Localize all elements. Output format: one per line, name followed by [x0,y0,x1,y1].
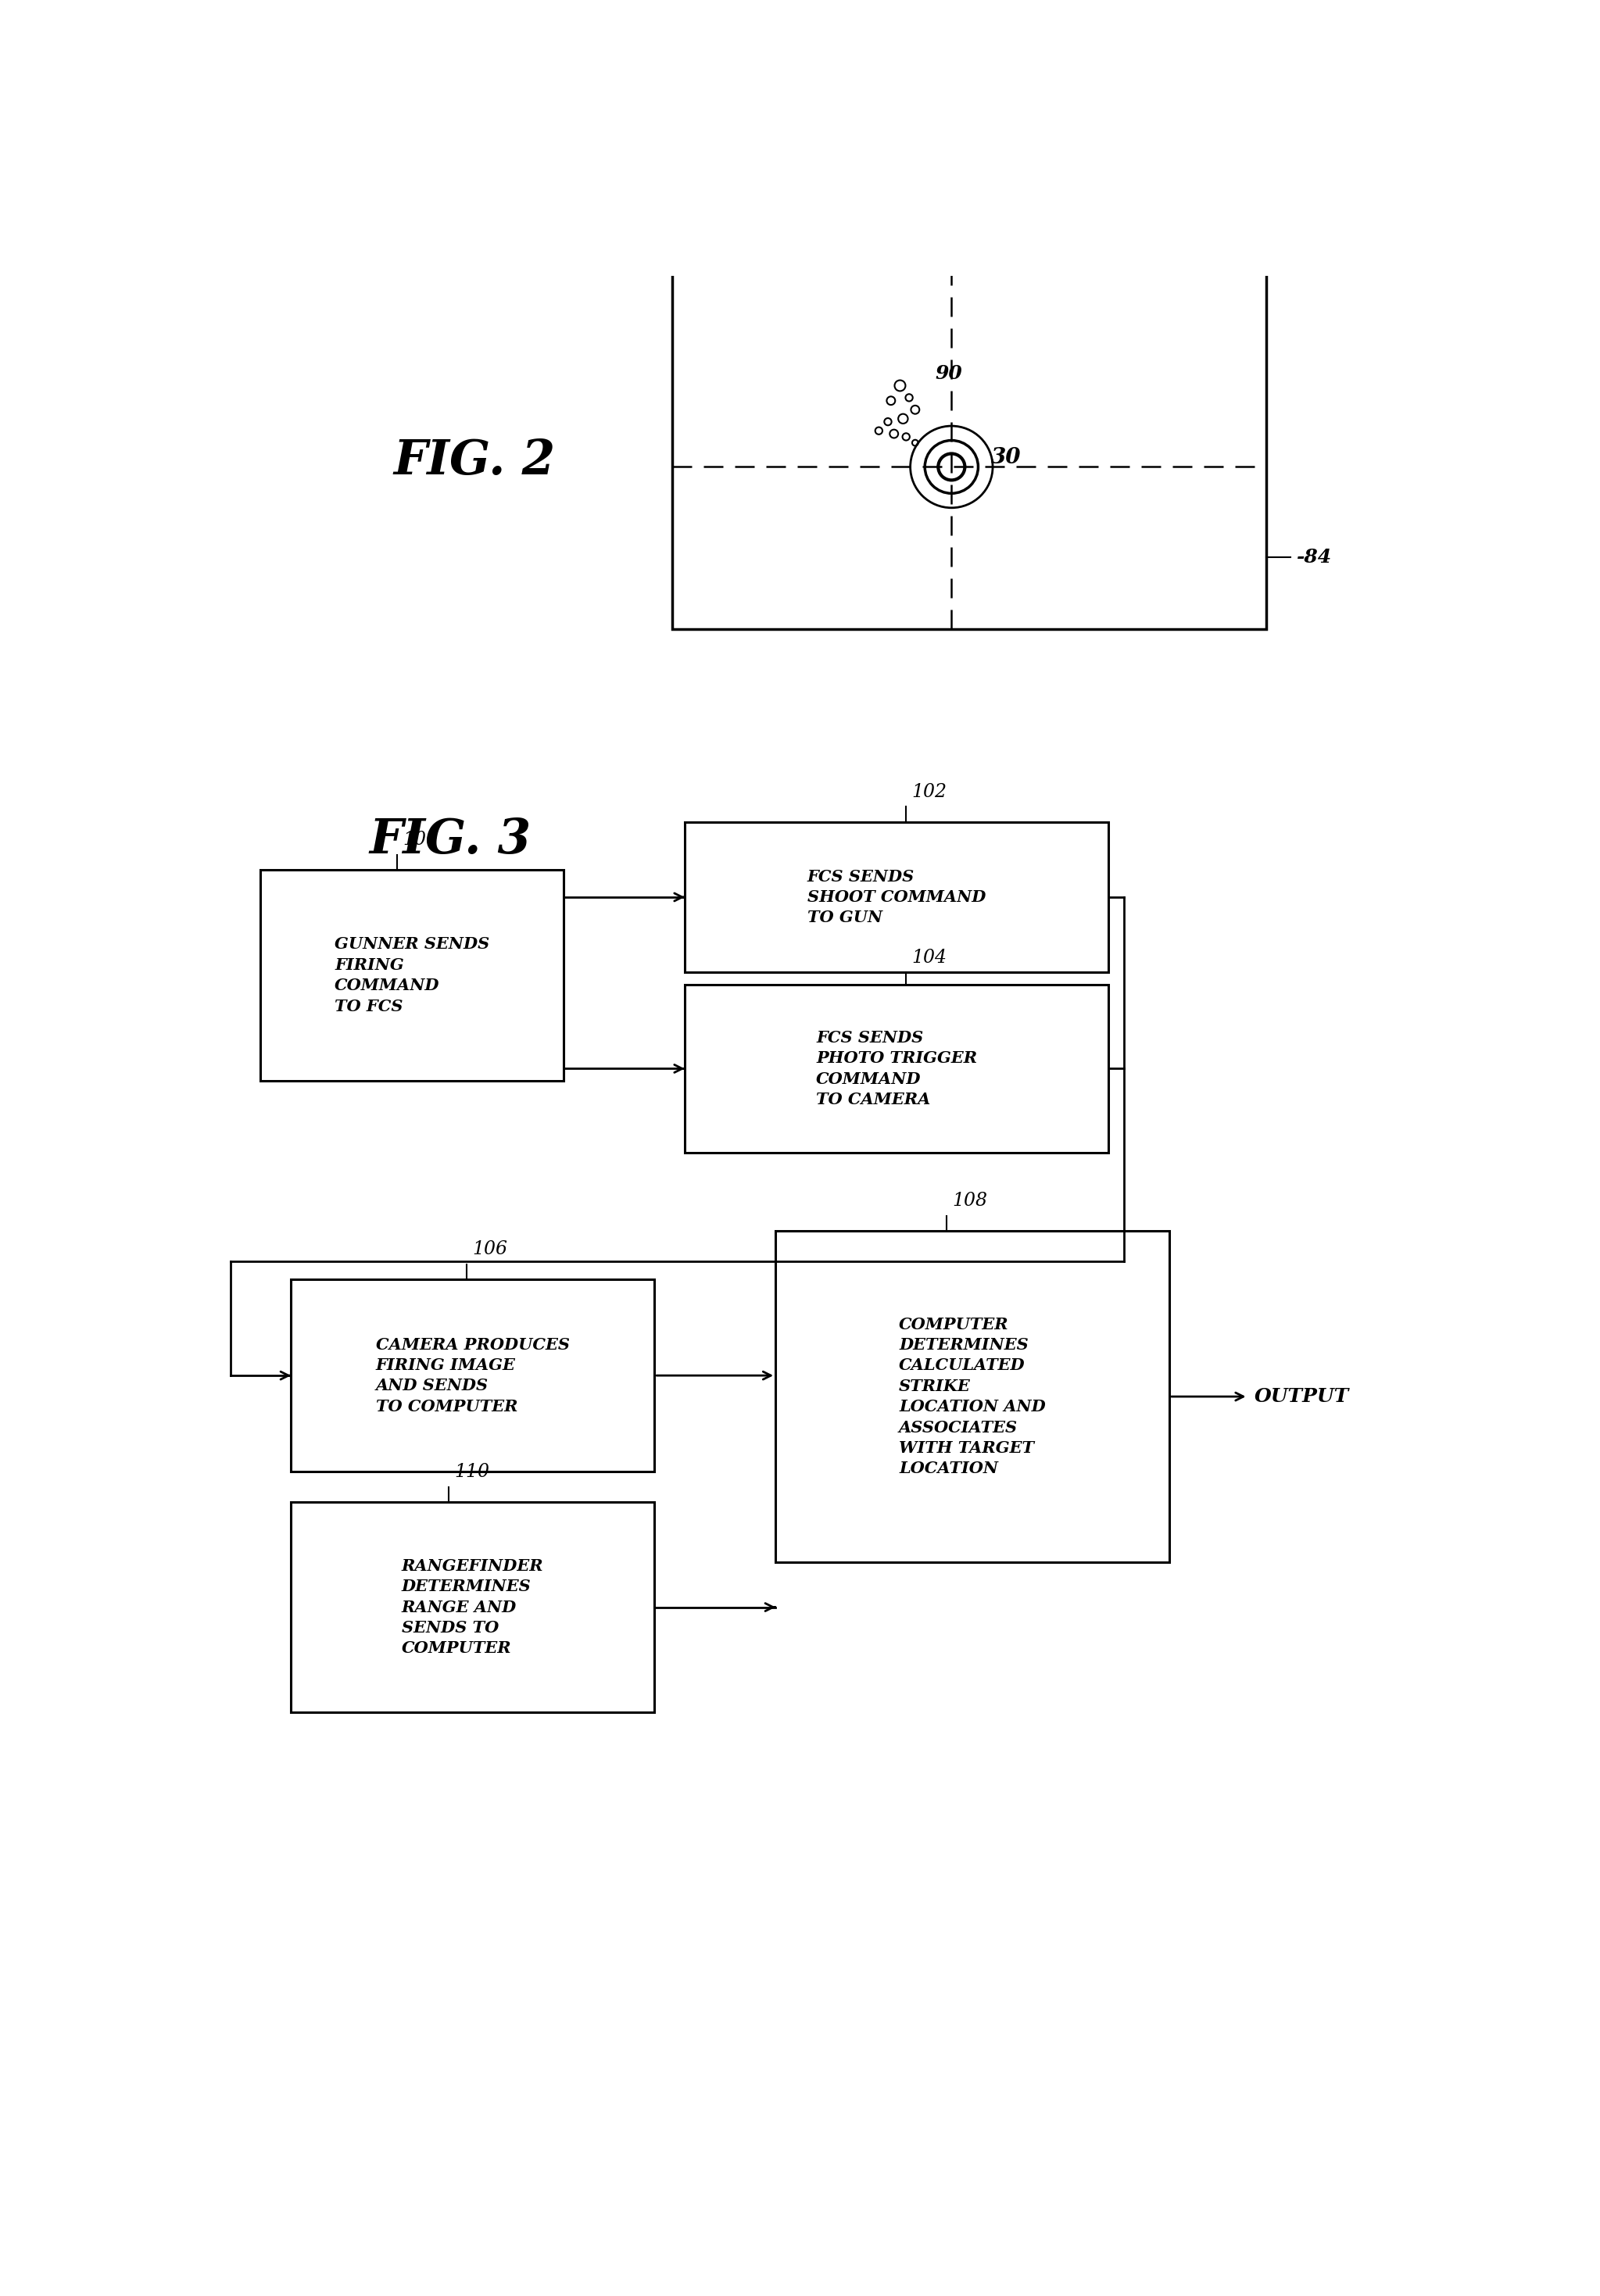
Text: FCS SENDS
SHOOT COMMAND
TO GUN: FCS SENDS SHOOT COMMAND TO GUN [808,868,986,925]
Text: 106: 106 [472,1240,507,1258]
FancyBboxPatch shape [685,822,1109,971]
Text: 100: 100 [403,831,438,850]
FancyBboxPatch shape [261,870,563,1081]
Text: 102: 102 [912,783,947,801]
Text: 108: 108 [952,1192,987,1210]
Text: CAMERA PRODUCES
FIRING IMAGE
AND SENDS
TO COMPUTER: CAMERA PRODUCES FIRING IMAGE AND SENDS T… [376,1336,570,1414]
FancyBboxPatch shape [672,269,1266,629]
Text: 110: 110 [454,1463,490,1481]
Text: GUNNER SENDS
FIRING
COMMAND
TO FCS: GUNNER SENDS FIRING COMMAND TO FCS [334,937,490,1015]
Text: COMPUTER
DETERMINES
CALCULATED
STRIKE
LOCATION AND
ASSOCIATES
WITH TARGET
LOCATI: COMPUTER DETERMINES CALCULATED STRIKE LO… [899,1316,1046,1476]
FancyBboxPatch shape [776,1231,1170,1561]
Text: RANGEFINDER
DETERMINES
RANGE AND
SENDS TO
COMPUTER: RANGEFINDER DETERMINES RANGE AND SENDS T… [402,1559,544,1655]
Text: 90: 90 [934,365,962,383]
Text: 104: 104 [912,948,947,967]
Text: 30: 30 [990,448,1021,468]
Text: OUTPUT: OUTPUT [1254,1387,1349,1405]
FancyBboxPatch shape [291,1279,654,1472]
Text: FCS SENDS
PHOTO TRIGGER
COMMAND
TO CAMERA: FCS SENDS PHOTO TRIGGER COMMAND TO CAMER… [816,1031,978,1107]
Text: FIG. 2: FIG. 2 [394,439,555,484]
FancyBboxPatch shape [685,985,1109,1153]
Text: -84: -84 [1296,549,1331,567]
FancyBboxPatch shape [291,1502,654,1713]
Text: FIG. 3: FIG. 3 [370,817,531,863]
